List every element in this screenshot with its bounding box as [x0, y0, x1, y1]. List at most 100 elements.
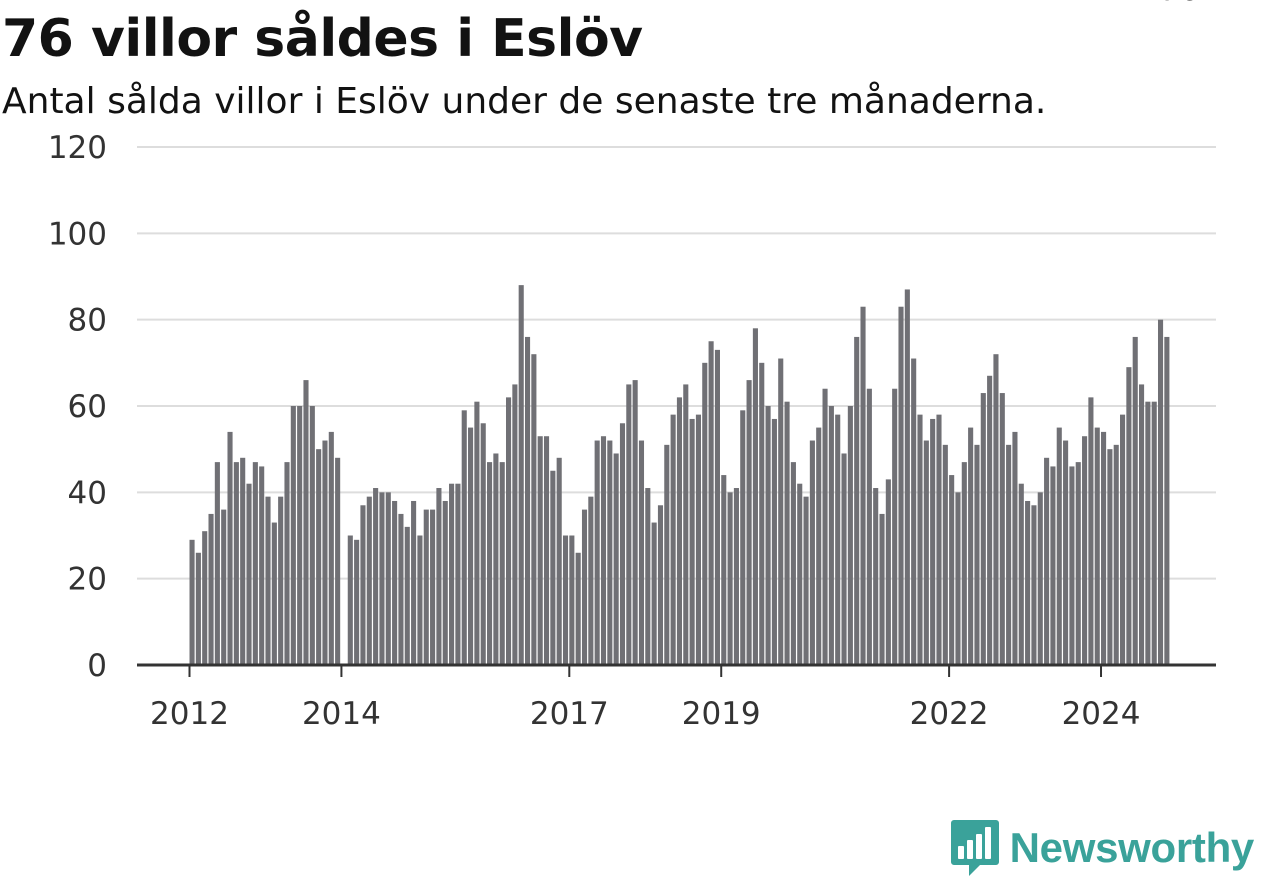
- bar: [417, 535, 423, 665]
- bar: [575, 552, 581, 665]
- bar: [689, 418, 695, 665]
- bar: [1025, 500, 1031, 665]
- bar: [284, 462, 290, 665]
- bar: [322, 440, 328, 665]
- bar: [708, 341, 714, 665]
- bar: [1082, 436, 1088, 665]
- bar: [404, 526, 410, 665]
- bar: [581, 509, 588, 665]
- bar: [955, 492, 961, 665]
- bar: [335, 457, 341, 665]
- bar: [1088, 397, 1094, 665]
- bar: [613, 453, 619, 665]
- bar: [987, 375, 993, 665]
- y-tick-label: 20: [68, 562, 107, 598]
- bar: [316, 449, 322, 665]
- chart-subtitle: Antal sålda villor i Eslöv under de sena…: [2, 81, 1047, 122]
- newsworthy-brand: Newsworthy: [950, 818, 1254, 878]
- bar: [278, 496, 284, 665]
- bar: [265, 496, 271, 665]
- bar: [442, 500, 448, 665]
- bar: [594, 440, 600, 665]
- bar: [619, 423, 626, 665]
- bar: [189, 539, 195, 665]
- newsworthy-logo-icon: [950, 820, 999, 876]
- x-tick-label: 2012: [150, 696, 229, 732]
- bar: [588, 496, 594, 665]
- bar: [252, 462, 258, 665]
- bars: [189, 285, 1170, 665]
- bar: [290, 406, 296, 665]
- bar: [543, 436, 550, 665]
- bar: [1120, 414, 1126, 665]
- bar: [1139, 384, 1145, 665]
- bar: [449, 483, 455, 665]
- bar: [398, 513, 404, 665]
- bar: [436, 488, 442, 665]
- bar: [562, 535, 569, 665]
- bar: [1145, 401, 1151, 665]
- bar: [626, 384, 632, 665]
- bar: [366, 496, 372, 665]
- y-tick-label: 80: [68, 303, 107, 339]
- bar: [822, 388, 828, 665]
- bar: [803, 496, 809, 665]
- bar: [214, 462, 220, 665]
- bar: [911, 358, 917, 665]
- bar: [411, 500, 417, 665]
- bar: [455, 483, 461, 665]
- bar: [1012, 431, 1018, 665]
- value-annotation: 76: [1160, 0, 1199, 8]
- x-tick-label: 2022: [910, 696, 989, 732]
- bar-chart: 0 20 40 60 80 100 120 2012 2014 2017 2019 2022 2024…: [48, 0, 1216, 732]
- bar: [854, 336, 860, 665]
- bar: [873, 488, 879, 665]
- x-tick-label: 2024: [1062, 696, 1141, 732]
- y-axis-labels: 0 20 40 60 80 100 120: [48, 130, 107, 684]
- bar: [1006, 444, 1012, 665]
- bar: [1126, 367, 1132, 665]
- bar: [651, 522, 657, 665]
- x-axis: [137, 663, 1216, 677]
- bar: [392, 500, 398, 665]
- bar: [506, 397, 512, 665]
- annotations: 76: [1160, 0, 1199, 8]
- bar: [974, 444, 980, 665]
- bar: [930, 418, 936, 665]
- bar: [683, 384, 689, 665]
- bar: [1132, 336, 1138, 665]
- bar: [1164, 336, 1170, 665]
- bar: [537, 436, 543, 665]
- bar: [765, 406, 771, 665]
- bar: [638, 440, 645, 665]
- bar: [809, 440, 815, 665]
- bar: [797, 483, 803, 665]
- bar: [385, 492, 391, 665]
- bar: [1107, 449, 1113, 665]
- chart-title: 76 villor såldes i Eslöv: [2, 9, 643, 69]
- bar: [474, 401, 480, 665]
- bar: [556, 457, 562, 665]
- bar: [721, 475, 727, 665]
- bar: [1063, 440, 1069, 665]
- x-tick-label: 2017: [530, 696, 609, 732]
- bar: [664, 444, 670, 665]
- bar: [771, 418, 777, 665]
- bar: [866, 388, 872, 665]
- bar: [879, 513, 885, 665]
- bar: [569, 535, 575, 665]
- bar: [752, 328, 758, 665]
- bar: [499, 462, 505, 665]
- bar: [746, 380, 752, 665]
- bar: [233, 462, 239, 665]
- x-axis-labels: 2012 2014 2017 2019 2022 2024: [150, 696, 1140, 732]
- bar: [999, 393, 1005, 665]
- bar: [221, 509, 227, 665]
- bar: [778, 358, 784, 665]
- bar: [1044, 457, 1050, 665]
- bar: [892, 388, 898, 665]
- bar: [240, 457, 246, 665]
- bar: [531, 354, 537, 665]
- bar: [1069, 466, 1075, 665]
- bar: [607, 440, 613, 665]
